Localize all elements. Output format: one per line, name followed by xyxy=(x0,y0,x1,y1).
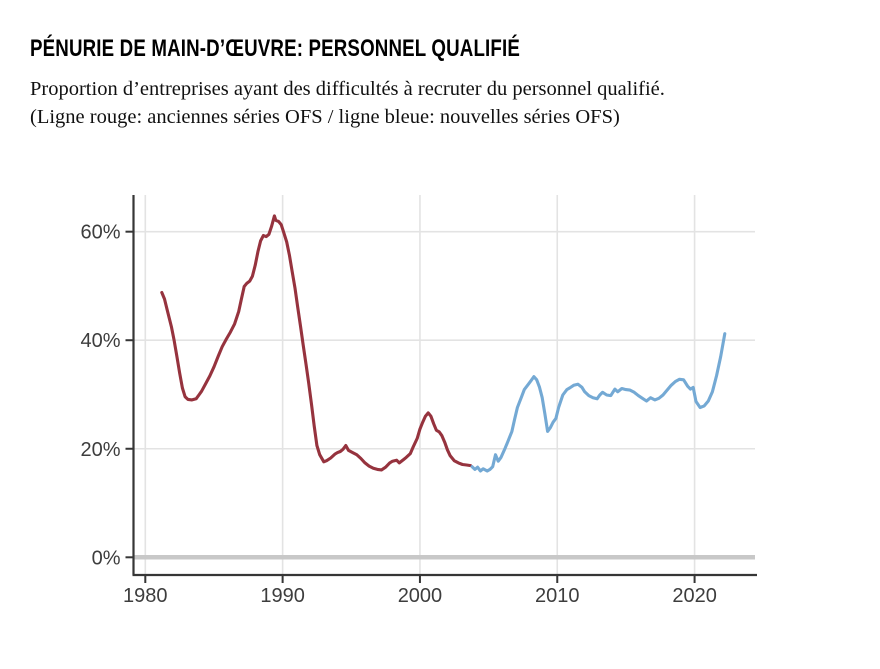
axis-lines xyxy=(132,195,757,577)
y-tick-label-20: 20% xyxy=(80,439,120,461)
x-tick-labels: 1980 1990 2000 2010 2020 xyxy=(123,585,717,607)
new-series-line xyxy=(470,332,727,473)
axis-tick-marks xyxy=(125,230,696,583)
x-tick-label-2020: 2020 xyxy=(672,585,717,607)
page-title: PÉNURIE DE MAIN-D’ŒUVRE: PERSONNEL QUALI… xyxy=(30,35,521,62)
x-tick-label-1990: 1990 xyxy=(260,585,305,607)
subtitle-line-1: Proportion d’entreprises ayant des diffi… xyxy=(30,78,665,100)
y-tick-label-60: 60% xyxy=(80,222,120,244)
x-tick-label-2010: 2010 xyxy=(535,585,580,607)
vertical-gridlines xyxy=(144,195,696,575)
x-tick-label-2000: 2000 xyxy=(398,585,443,607)
y-tick-labels: 0% 20% 40% 60% xyxy=(80,222,120,570)
y-tick-label-40: 40% xyxy=(80,330,120,352)
header-block: PÉNURIE DE MAIN-D’ŒUVRE: PERSONNEL QUALI… xyxy=(30,36,850,131)
horizontal-gridlines xyxy=(133,230,755,450)
x-tick-label-1980: 1980 xyxy=(123,585,168,607)
y-tick-label-0: 0% xyxy=(92,547,121,569)
old-series-line xyxy=(160,214,473,472)
subtitle-line-2: (Ligne rouge: anciennes séries OFS / lig… xyxy=(30,106,620,128)
data-series xyxy=(160,214,727,473)
